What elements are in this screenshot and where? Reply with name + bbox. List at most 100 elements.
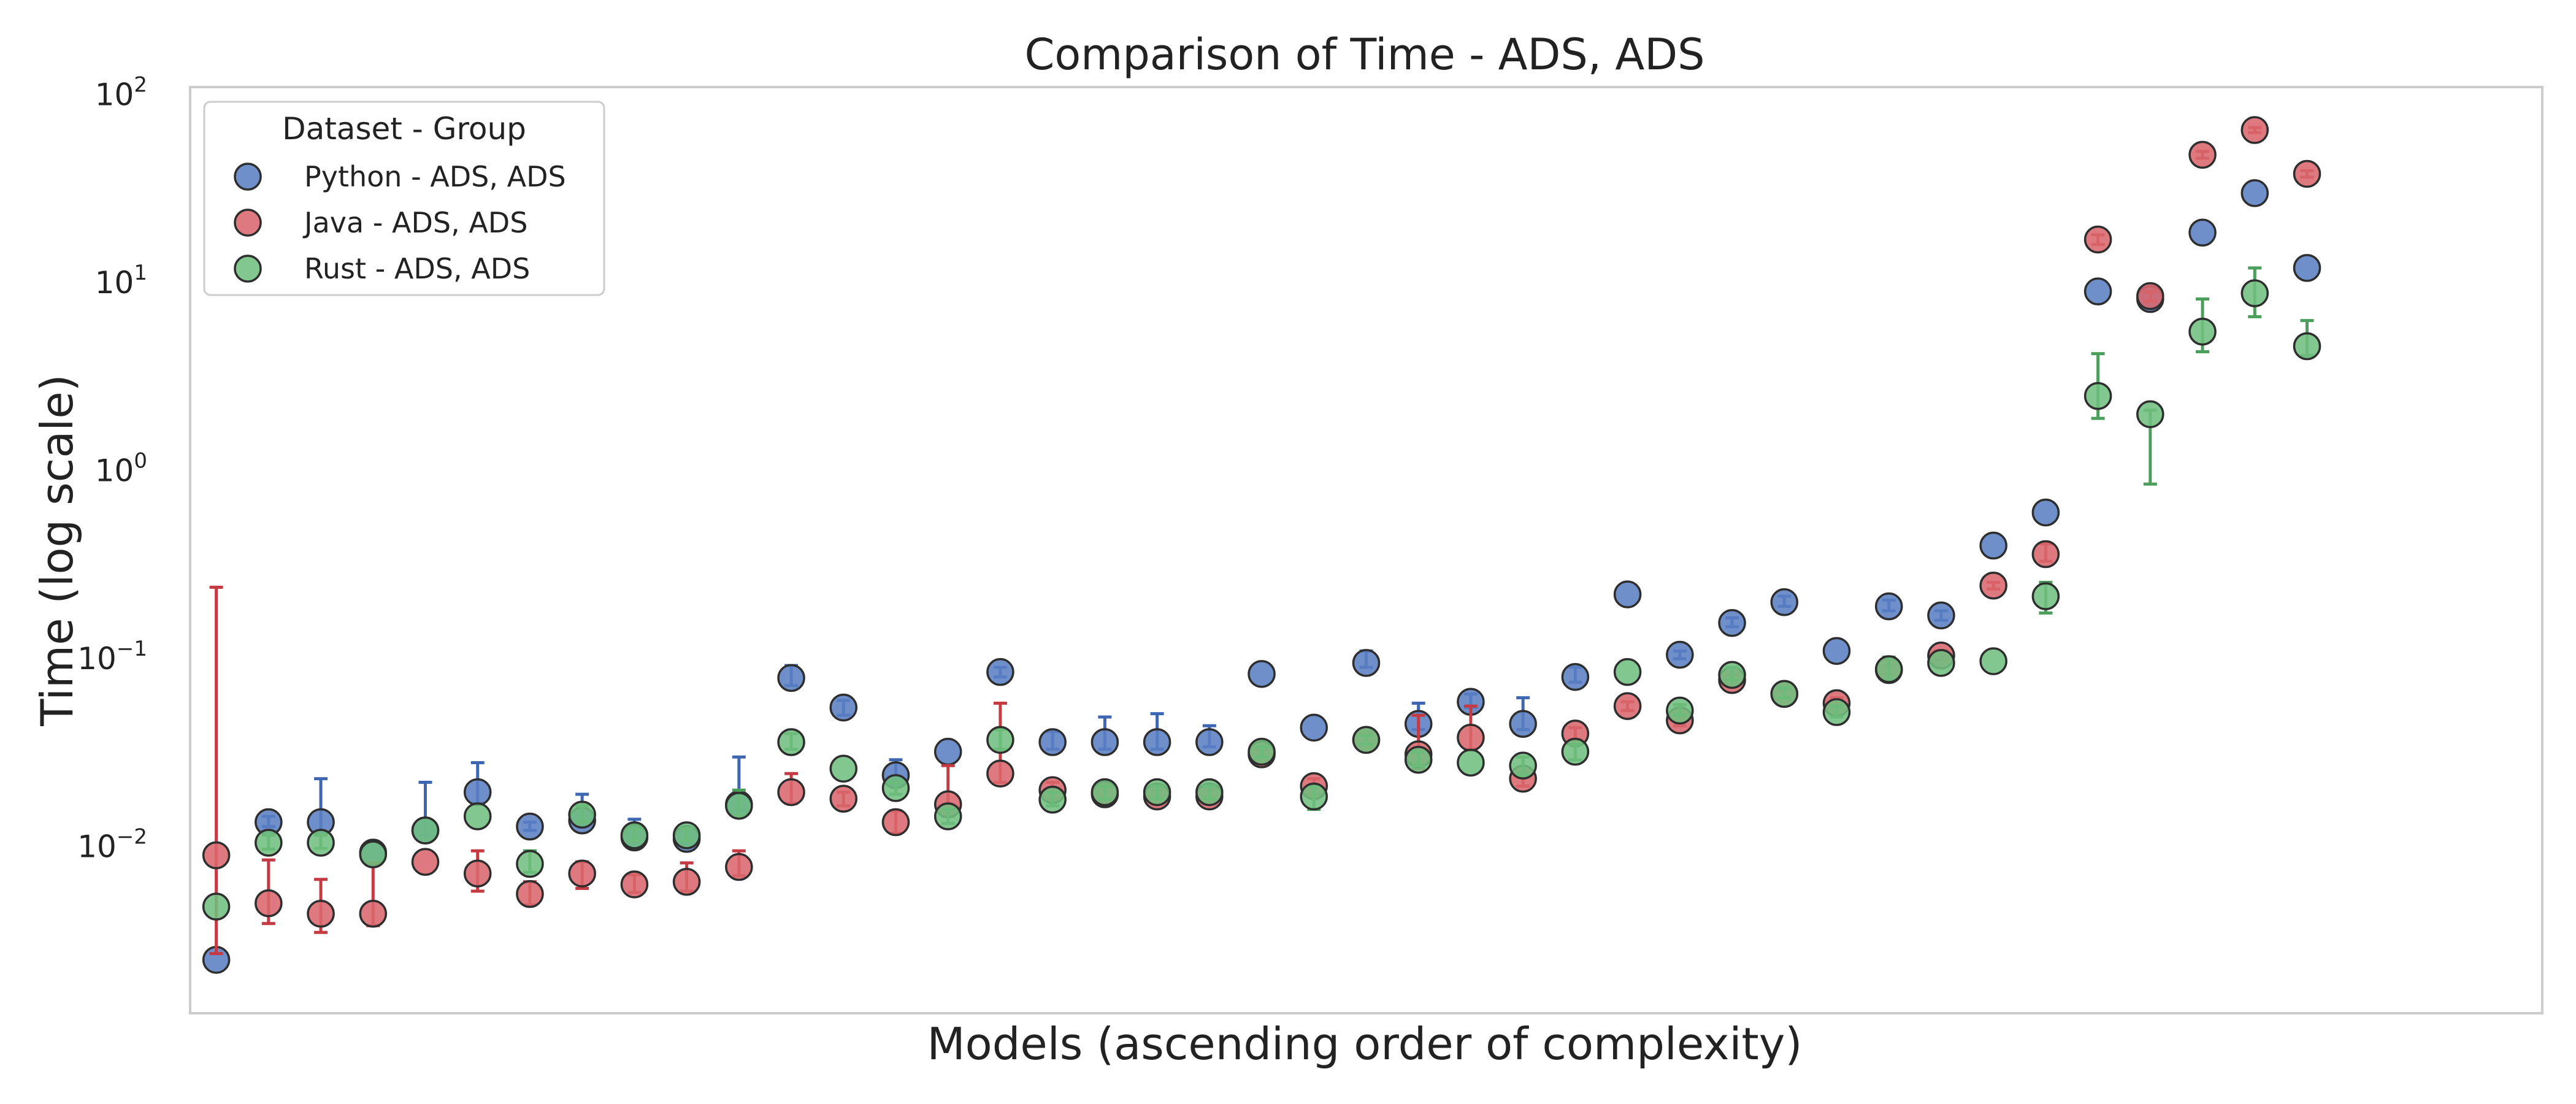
data-point — [725, 853, 753, 881]
data-point — [1979, 572, 2007, 600]
data-point — [463, 802, 492, 830]
data-point — [986, 657, 1014, 686]
data-point — [620, 821, 649, 849]
data-point — [2188, 140, 2217, 169]
data-point — [411, 848, 440, 876]
y-tick-label: 10−1 — [77, 637, 147, 677]
data-point — [1091, 728, 1119, 756]
chart-title: Comparison of Time - ADS, ADS — [1024, 29, 1704, 80]
legend-marker — [234, 209, 262, 237]
y-tick-label: 100 — [95, 449, 147, 489]
data-point — [1770, 588, 1799, 616]
data-point — [516, 880, 544, 908]
data-point — [2293, 159, 2321, 188]
data-point — [1822, 698, 1851, 726]
data-point — [2136, 400, 2164, 429]
data-point — [359, 899, 388, 928]
data-point — [1091, 778, 1119, 807]
data-point — [1666, 640, 1694, 669]
data-point — [516, 849, 544, 878]
series-1 — [202, 179, 2321, 974]
data-point — [1195, 728, 1224, 756]
data-point — [255, 829, 283, 857]
data-point — [933, 737, 962, 766]
data-point — [1666, 696, 1694, 725]
legend-items: Python - ADS, ADS Java - ADS, ADS Rust - A… — [234, 160, 566, 285]
data-point — [620, 870, 649, 899]
data-point — [672, 868, 701, 896]
data-point — [568, 800, 596, 829]
data-point — [986, 759, 1014, 788]
data-point — [2031, 540, 2060, 569]
y-tick-label: 102 — [95, 73, 147, 113]
legend-box — [203, 101, 605, 296]
data-point — [777, 778, 805, 807]
data-point — [829, 784, 858, 813]
data-point — [2188, 218, 2217, 247]
data-point — [933, 802, 962, 830]
data-point — [1822, 637, 1851, 665]
data-point — [307, 829, 335, 857]
data-point — [1613, 692, 1642, 720]
data-point — [1874, 592, 1903, 621]
data-point — [1613, 657, 1642, 686]
data-point — [1718, 608, 1746, 637]
data-point — [1561, 662, 1590, 691]
data-point — [1038, 728, 1067, 756]
data-point — [2083, 381, 2112, 410]
data-point — [2083, 225, 2112, 254]
x-axis-label: Models (ascending order of complexity) — [927, 1018, 1803, 1070]
data-point — [1195, 778, 1224, 807]
data-point — [2293, 254, 2321, 282]
data-point — [2083, 277, 2112, 305]
data-point — [202, 841, 231, 870]
data-point — [2031, 582, 2060, 610]
data-point — [411, 816, 440, 845]
data-point — [1143, 778, 1171, 807]
data-point — [1457, 724, 1485, 752]
data-point — [881, 774, 910, 802]
data-point — [1457, 748, 1485, 777]
data-point — [568, 859, 596, 887]
data-point — [1248, 660, 1276, 688]
data-point — [986, 726, 1014, 754]
data-point — [1509, 751, 1537, 780]
series-layer — [202, 116, 2321, 974]
legend-label: Python - ADS, ADS — [304, 160, 566, 193]
data-point — [1718, 661, 1746, 689]
data-point — [1352, 649, 1381, 677]
data-point — [463, 778, 492, 807]
legend-marker — [234, 163, 262, 191]
data-point — [1613, 580, 1642, 608]
data-point — [359, 840, 388, 868]
legend-label: Java - ADS, ADS — [302, 206, 527, 239]
data-point — [2241, 279, 2269, 307]
y-axis-ticks: 10−2 10−1 100 101 102 — [77, 73, 147, 865]
data-point — [1874, 655, 1903, 683]
data-point — [1979, 647, 2007, 675]
data-point — [777, 728, 805, 756]
data-point — [725, 792, 753, 820]
data-point — [1770, 680, 1799, 708]
data-point — [2241, 116, 2269, 144]
data-point — [2293, 332, 2321, 361]
data-point — [2136, 282, 2164, 310]
legend-title: Dataset - Group — [282, 111, 526, 147]
data-point — [202, 892, 231, 921]
y-tick-label: 10−2 — [77, 824, 147, 864]
data-point — [1038, 785, 1067, 814]
data-point — [881, 808, 910, 837]
data-point — [1300, 782, 1328, 811]
data-point — [2241, 179, 2269, 207]
data-point — [1248, 737, 1276, 766]
y-axis-label: Time (log scale) — [31, 374, 83, 726]
data-point — [463, 859, 492, 887]
data-point — [1404, 746, 1433, 774]
data-point — [829, 754, 858, 783]
data-point — [829, 693, 858, 722]
data-point — [1927, 601, 1955, 630]
legend-label: Rust - ADS, ADS — [304, 252, 530, 285]
y-tick-label: 101 — [95, 261, 147, 301]
data-point — [1927, 649, 1955, 677]
data-point — [777, 664, 805, 692]
